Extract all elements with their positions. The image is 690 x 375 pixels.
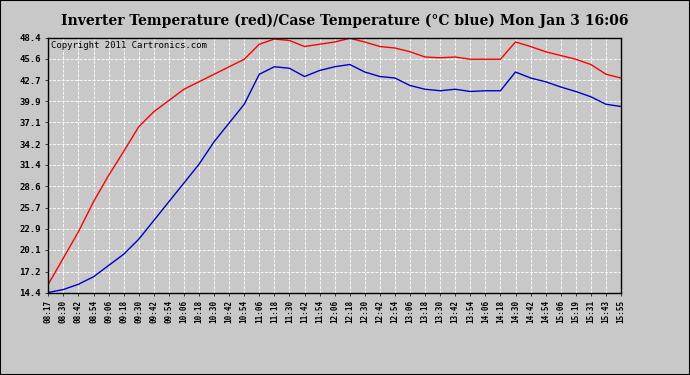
Text: Copyright 2011 Cartronics.com: Copyright 2011 Cartronics.com — [51, 41, 207, 50]
Text: Inverter Temperature (red)/Case Temperature (°C blue) Mon Jan 3 16:06: Inverter Temperature (red)/Case Temperat… — [61, 13, 629, 27]
